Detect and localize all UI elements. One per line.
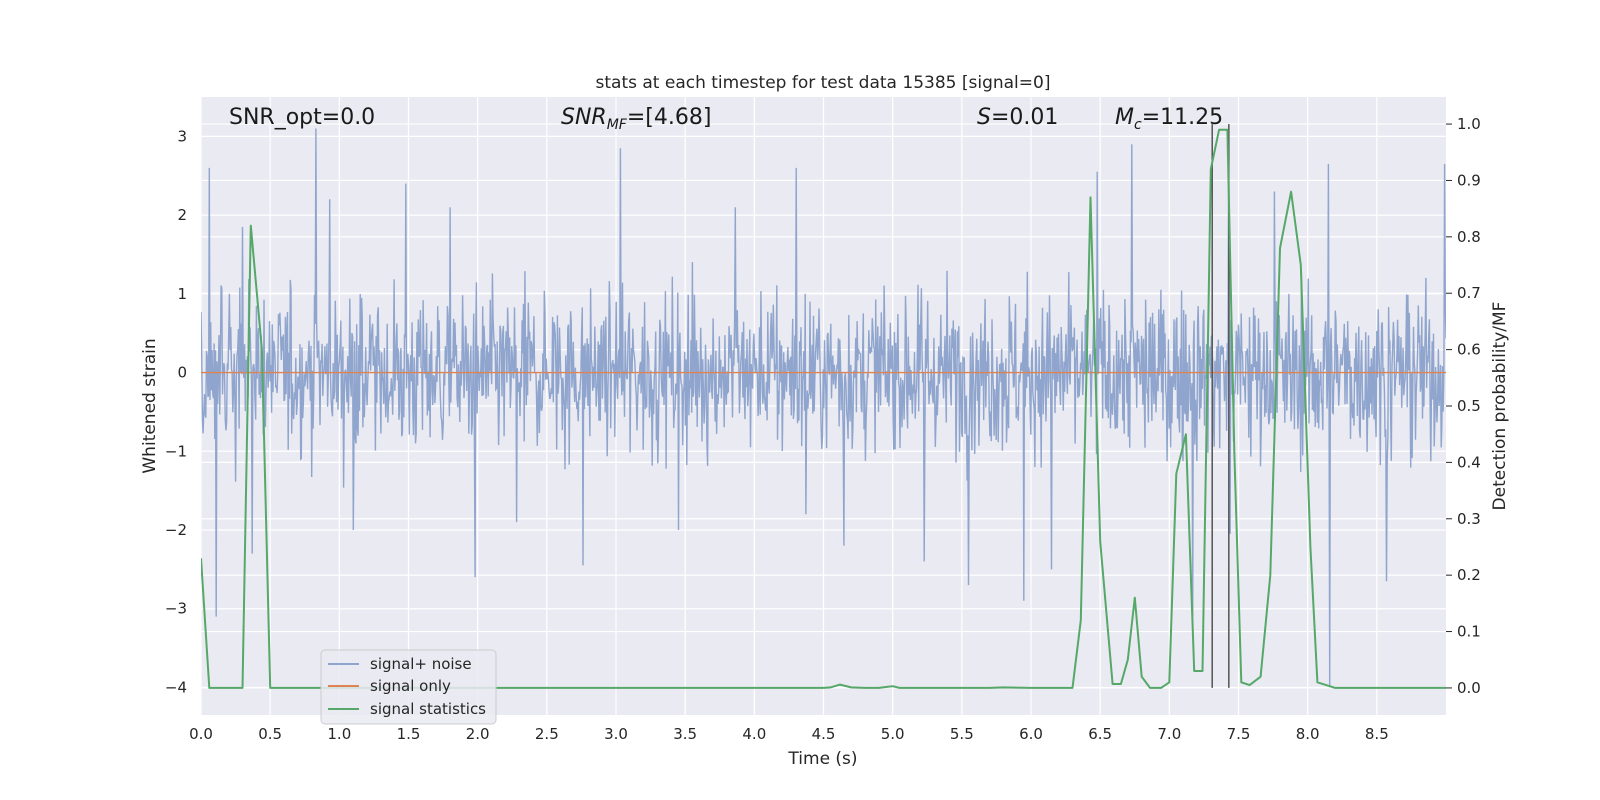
x-tick-label: 7.0 xyxy=(1157,725,1181,743)
x-tick-label: 5.5 xyxy=(950,725,974,743)
x-tick-label: 3.0 xyxy=(604,725,628,743)
x-tick-label: 2.0 xyxy=(466,725,490,743)
annotation-snr-mf-rest: =[4.68] xyxy=(627,105,712,130)
annotation-mc: Mc=11.25 xyxy=(1115,105,1223,133)
annotation-snr-mf-base: SNR xyxy=(561,105,607,130)
x-tick-label: 0.5 xyxy=(258,725,282,743)
y-tick-label: −3 xyxy=(165,600,187,618)
y2-tick-label: 0.6 xyxy=(1457,341,1481,359)
chart-title: stats at each timestep for test data 153… xyxy=(596,73,1051,93)
y2-tick-label: 0.4 xyxy=(1457,453,1481,471)
y2-tick-label: 0.7 xyxy=(1457,284,1481,302)
legend-box xyxy=(320,649,497,725)
annotation-snr-mf-sub: MF xyxy=(607,117,628,133)
y2-axis-label: Detection probability/MF xyxy=(1490,302,1510,511)
y-tick-label: −1 xyxy=(165,442,187,460)
y2-tick-label: 0.5 xyxy=(1457,397,1481,415)
x-tick-label: 2.5 xyxy=(535,725,559,743)
y-tick-label: 2 xyxy=(177,206,187,224)
legend-signal-label: signal only xyxy=(370,677,451,695)
y-tick-label: −4 xyxy=(165,678,187,696)
legend-stat-label: signal statistics xyxy=(370,700,486,718)
y2-tick-label: 0.0 xyxy=(1457,679,1481,697)
x-tick-label: 1.0 xyxy=(327,725,351,743)
x-tick-label: 6.5 xyxy=(1088,725,1112,743)
annotation-s-rest: =0.01 xyxy=(991,105,1058,130)
y2-tick-label: 0.3 xyxy=(1457,510,1481,528)
annotation-snr-mf: SNRMF=[4.68] xyxy=(561,105,711,133)
x-tick-label: 8.5 xyxy=(1365,725,1389,743)
x-tick-label: 6.0 xyxy=(1019,725,1043,743)
y2-tick-label: 0.8 xyxy=(1457,228,1481,246)
y2-tick-label: 0.1 xyxy=(1457,623,1481,641)
x-axis-ticks: 0.0 0.5 1.0 1.5 2.0 2.5 3.0 3.5 4.0 4.5 5.0 5.5 6.0 6… xyxy=(189,725,1389,743)
x-tick-label: 4.5 xyxy=(812,725,836,743)
annotation-snr-opt: SNR_opt=0.0 xyxy=(229,105,375,130)
legend: signal+ noise signal only signal statist… xyxy=(320,649,497,725)
x-tick-label: 7.5 xyxy=(1227,725,1251,743)
y2-axis-ticks: 1.0 0.9 0.8 0.7 0.6 0.5 0.4 0.3 0.2 0.1 0.0 xyxy=(1446,115,1481,697)
y-axis-ticks: 3 2 1 0 −1 −2 −3 −4 xyxy=(165,127,187,696)
annotation-mc-rest: =11.25 xyxy=(1142,105,1223,130)
y-tick-label: −2 xyxy=(165,521,187,539)
y2-tick-label: 0.2 xyxy=(1457,566,1481,584)
legend-noise-label: signal+ noise xyxy=(370,655,472,673)
annotation-mc-base: M xyxy=(1115,105,1134,130)
x-tick-label: 5.0 xyxy=(881,725,905,743)
x-tick-label: 3.5 xyxy=(673,725,697,743)
annotation-mc-sub: c xyxy=(1134,117,1142,133)
y-tick-label: 1 xyxy=(177,285,187,303)
x-tick-label: 8.0 xyxy=(1296,725,1320,743)
y2-tick-label: 1.0 xyxy=(1457,115,1481,133)
annotation-s-var: S xyxy=(977,105,991,130)
x-axis-label: Time (s) xyxy=(787,749,857,769)
annotation-s: S=0.01 xyxy=(977,105,1058,130)
x-tick-label: 4.0 xyxy=(742,725,766,743)
y-axis-label: Whitened strain xyxy=(140,338,160,473)
y-tick-label: 0 xyxy=(177,364,187,382)
x-tick-label: 0.0 xyxy=(189,725,213,743)
noise-series xyxy=(201,128,1446,688)
y2-tick-label: 0.9 xyxy=(1457,171,1481,189)
noise-line xyxy=(201,128,1446,688)
x-tick-label: 1.5 xyxy=(397,725,421,743)
y-tick-label: 3 xyxy=(177,127,187,145)
